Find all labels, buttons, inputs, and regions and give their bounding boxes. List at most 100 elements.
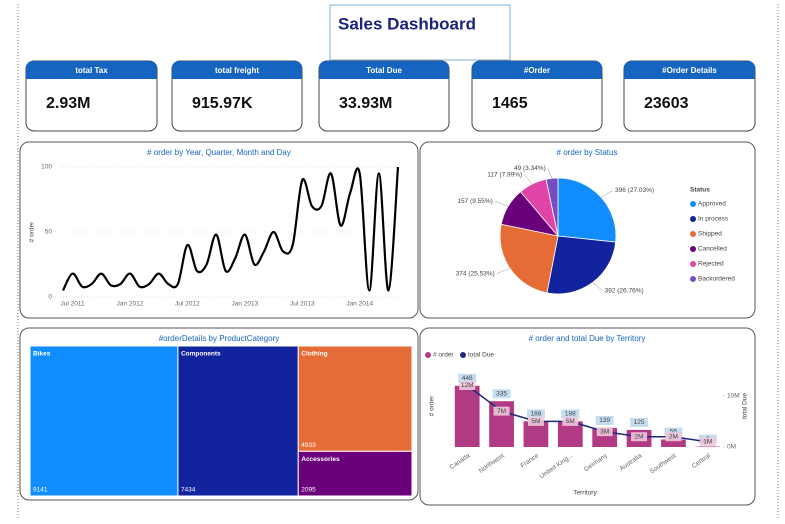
tile-value: 7434 [181, 487, 196, 494]
data-label: 335 [496, 390, 507, 397]
label-box [596, 427, 613, 437]
x-tick-label: Jan 2013 [231, 301, 258, 308]
tile-value: 4933 [301, 442, 316, 449]
label-box [493, 406, 510, 416]
data-label: 139 [599, 417, 610, 424]
kpi-header [624, 61, 755, 79]
legend-label: # order [433, 352, 454, 359]
data-label: 12M [461, 382, 474, 389]
legend-label: Backordered [698, 276, 735, 283]
y-tick-label: 50 [45, 229, 53, 236]
label-box [595, 416, 614, 426]
x-tick-label: Jul 2013 [290, 301, 315, 308]
x-tick-label: Jul 2011 [61, 301, 85, 308]
kpi-value: 915.97K [192, 95, 253, 112]
data-label: 3M [600, 428, 609, 435]
data-label: 157 (9.55%) [457, 198, 492, 205]
tile-label: Clothing [301, 351, 327, 358]
tile-label: Components [181, 351, 221, 358]
kpi-label: total freight [215, 66, 259, 75]
chart-title: #orderDetails by ProductCategory [159, 334, 280, 343]
treemap-tile [297, 345, 413, 452]
data-label: 117 (7.99%) [487, 172, 522, 179]
data-label: 55 [670, 429, 678, 436]
bar [661, 439, 686, 447]
legend-label: Rejected [698, 261, 724, 268]
label-box [561, 409, 580, 419]
kpi-value: 33.93M [339, 95, 392, 112]
dashboard-title: Sales Dashboard [338, 14, 476, 33]
chart-title: # order and total Due by Territory [529, 334, 646, 343]
tile-value: 9141 [33, 487, 48, 494]
line-series [62, 166, 400, 292]
kpi-header [172, 61, 302, 79]
label-box [699, 437, 716, 447]
label-box [630, 417, 649, 427]
legend-label: Cancelled [698, 246, 727, 253]
pie-slice [557, 177, 617, 243]
treemap-tile [177, 345, 299, 497]
legend-label: In process [698, 216, 729, 223]
data-label: 2M [635, 433, 644, 440]
y-tick-label: 100 [41, 164, 52, 171]
label-box [631, 432, 648, 442]
data-label: 448 [462, 375, 473, 382]
y-axis-label: # order [29, 221, 36, 242]
legend-label: Approved [698, 201, 726, 208]
x-tick-label: Jan 2014 [346, 301, 373, 308]
legend-swatch [690, 216, 696, 222]
label-box [562, 416, 579, 426]
data-label: 1M [703, 439, 712, 446]
x-axis-label: Territory [573, 490, 597, 497]
data-label: 7M [497, 408, 506, 415]
tile-value: 2095 [301, 487, 316, 494]
label-box [527, 416, 544, 426]
legend-swatch [690, 231, 696, 237]
leader-line [494, 201, 509, 207]
panel [419, 327, 756, 506]
data-label: 374 (25.53%) [456, 270, 495, 277]
y-axis-label: # order [429, 395, 436, 416]
kpi-label: #Order [524, 66, 550, 75]
leader-line [524, 174, 533, 185]
kpi-value: 23603 [644, 95, 689, 112]
label-box [458, 373, 477, 383]
kpi-label: #Order Details [662, 66, 717, 75]
treemap-tile [297, 450, 413, 497]
y2-axis-label: total Due [742, 393, 749, 419]
legend-swatch [460, 352, 466, 358]
label-box [492, 389, 511, 399]
x-tick-label: Jul 2012 [175, 301, 200, 308]
data-label: 5M [531, 418, 540, 425]
kpi-label: Total Due [366, 66, 402, 75]
kpi-header [319, 61, 449, 79]
data-label: 125 [634, 419, 645, 426]
chart-title: # order by Status [557, 148, 618, 157]
legend-swatch [690, 201, 696, 207]
leader-line [592, 282, 603, 291]
leader-line [547, 168, 553, 179]
label-box [665, 432, 682, 442]
y2-tick-label: 0M [727, 444, 736, 451]
kpi-value: 2.93M [46, 95, 90, 112]
kpi-value: 1465 [492, 95, 528, 112]
panel [19, 141, 419, 319]
tile-label: Bikes [33, 351, 51, 358]
y2-tick-label: 10M [727, 392, 740, 399]
leader-line [600, 190, 614, 198]
data-label: 188 [531, 411, 542, 418]
pie-slice [499, 223, 559, 294]
x-tick-label: Jan 2012 [117, 301, 144, 308]
leader-line [496, 267, 510, 274]
data-label: 188 [565, 411, 576, 418]
bar [454, 385, 480, 447]
data-label: 49 (3.34%) [514, 165, 546, 172]
legend-swatch [690, 246, 696, 252]
kpi-header [472, 61, 602, 79]
chart-title: # order by Year, Quarter, Month and Day [147, 148, 291, 157]
treemap-tile [29, 345, 179, 497]
legend-swatch [690, 261, 696, 267]
data-label: 5M [566, 418, 575, 425]
data-label: 392 (26.76%) [605, 287, 644, 294]
